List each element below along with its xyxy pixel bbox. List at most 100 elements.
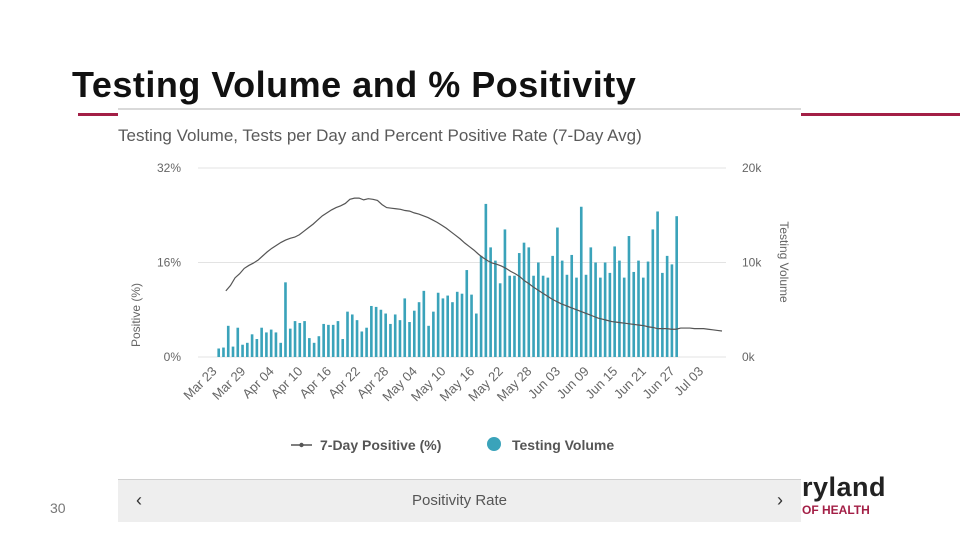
bar — [389, 323, 392, 357]
bar — [517, 253, 521, 357]
bar — [603, 262, 607, 357]
right-axis-ticks: 20k 10k 0k — [742, 161, 762, 364]
bar — [241, 344, 244, 357]
bar — [284, 282, 287, 357]
bar — [627, 236, 631, 357]
bar — [651, 229, 655, 357]
bar — [556, 227, 559, 357]
line-series-positive — [225, 197, 723, 332]
bar — [618, 260, 621, 357]
bar — [308, 338, 311, 357]
bar — [379, 309, 383, 357]
bar — [336, 321, 340, 357]
bar — [341, 339, 345, 357]
bar — [522, 242, 526, 357]
bar — [541, 275, 545, 357]
bar — [513, 275, 516, 357]
bar — [455, 291, 459, 357]
bar — [350, 314, 354, 357]
bar — [446, 295, 449, 357]
bar — [646, 261, 650, 357]
bar — [584, 274, 588, 357]
left-tick-label: 32% — [157, 161, 181, 175]
bar — [222, 347, 225, 357]
bar — [398, 320, 402, 357]
logo-subtext: OF HEALTH — [802, 503, 870, 517]
bar — [599, 277, 602, 357]
chart-title: Testing Volume, Tests per Day and Percen… — [118, 126, 642, 145]
bar — [269, 329, 273, 357]
bar — [527, 247, 531, 357]
logo-text: ryland — [802, 472, 887, 502]
bar — [575, 277, 578, 357]
left-axis-ticks: 32% 16% 0% — [157, 161, 181, 364]
bar — [370, 305, 373, 357]
bar — [236, 327, 240, 357]
bar — [317, 336, 321, 357]
bar — [537, 262, 540, 357]
bar — [489, 247, 492, 357]
bar — [217, 348, 221, 357]
bar — [346, 311, 349, 357]
left-axis-label: Positive (%) — [129, 283, 143, 347]
bar — [417, 302, 421, 357]
bar — [451, 302, 454, 357]
title-rule-right — [800, 113, 960, 116]
bar — [408, 322, 411, 357]
bar — [484, 203, 488, 357]
prev-arrow-icon[interactable]: ‹ — [136, 490, 142, 510]
bar — [393, 314, 397, 357]
bar — [322, 323, 325, 357]
bar — [494, 260, 497, 357]
slide-title: Testing Volume and % Positivity — [72, 64, 637, 105]
legend-line-marker-icon — [299, 442, 304, 448]
bar — [632, 271, 636, 357]
page-number: 30 — [50, 500, 66, 516]
bar — [589, 247, 593, 357]
bar — [412, 310, 416, 357]
bar — [403, 298, 407, 357]
bar — [594, 262, 597, 357]
bar — [565, 274, 569, 357]
x-tick-label: Apr 16 — [296, 364, 334, 402]
bar — [498, 283, 502, 357]
legend-label-positive: 7-Day Positive (%) — [320, 437, 441, 453]
bar — [298, 322, 302, 357]
bar — [465, 270, 469, 357]
bar — [508, 275, 512, 357]
bar — [436, 292, 440, 357]
bar — [661, 272, 664, 357]
legend-circle-icon — [487, 437, 501, 451]
bar — [260, 327, 263, 357]
chart-panel: Testing Volume, Tests per Day and Percen… — [118, 108, 801, 522]
bar — [608, 272, 612, 357]
positive-rate-line — [225, 197, 723, 332]
bar — [355, 320, 359, 357]
chart-navigator: ‹ Positivity Rate › — [118, 479, 801, 522]
bar — [641, 277, 645, 357]
bar — [427, 325, 430, 357]
x-tick-label: Apr 04 — [239, 364, 277, 402]
left-tick-label: 16% — [157, 256, 181, 270]
bar — [327, 324, 330, 357]
bar — [250, 334, 254, 357]
bar — [265, 332, 268, 357]
right-tick-label: 10k — [742, 256, 762, 270]
x-tick-label: Jun 27 — [639, 364, 677, 402]
bar — [293, 321, 297, 357]
right-tick-label: 0k — [742, 350, 756, 364]
bar — [613, 246, 616, 357]
bar — [312, 342, 316, 357]
bar — [422, 290, 426, 357]
next-arrow-icon[interactable]: › — [777, 490, 783, 510]
bar — [226, 325, 230, 357]
bar — [560, 260, 564, 357]
bar — [479, 255, 483, 357]
left-tick-label: 0% — [164, 350, 182, 364]
bar — [384, 313, 387, 357]
x-tick-label: Apr 22 — [325, 364, 363, 402]
bar — [470, 294, 473, 357]
bar — [246, 342, 249, 357]
bar — [360, 331, 364, 357]
